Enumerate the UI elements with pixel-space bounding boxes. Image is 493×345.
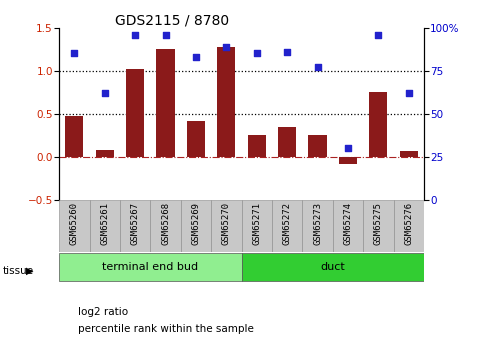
Point (253, 51, 261, 56)
Text: GSM65273: GSM65273 (313, 201, 322, 245)
Text: GSM65274: GSM65274 (344, 201, 352, 245)
Point (344, 146, 352, 151)
Bar (363, 200, 393, 252)
Point (375, 32, 383, 37)
Text: GSM65269: GSM65269 (191, 201, 201, 245)
Bar (65, 116, 83, 157)
Bar (217, 47, 236, 157)
Point (283, 49, 291, 55)
Text: GSM65267: GSM65267 (131, 201, 140, 245)
Text: terminal end bud: terminal end bud (103, 263, 198, 272)
Bar (278, 127, 296, 157)
Text: GSM65272: GSM65272 (282, 201, 292, 245)
Text: GDS2115 / 8780: GDS2115 / 8780 (115, 14, 230, 28)
Text: tissue: tissue (2, 266, 34, 276)
Point (314, 65, 321, 70)
Bar (339, 157, 357, 164)
Bar (181, 200, 211, 252)
Bar (242, 253, 424, 282)
Bar (272, 200, 302, 252)
Text: GSM65270: GSM65270 (222, 201, 231, 245)
Bar (150, 200, 181, 252)
Text: GSM65271: GSM65271 (252, 201, 261, 245)
Bar (156, 49, 175, 157)
Bar (302, 200, 333, 252)
Point (405, 90, 413, 96)
Text: GSM65260: GSM65260 (70, 201, 79, 245)
Text: log2 ratio: log2 ratio (78, 307, 128, 317)
Point (101, 90, 108, 96)
Bar (242, 200, 272, 252)
Text: GSM65276: GSM65276 (404, 201, 413, 245)
Bar (59, 200, 90, 252)
Bar (126, 69, 144, 157)
Text: duct: duct (320, 263, 345, 272)
Bar (59, 253, 242, 282)
Point (70, 51, 78, 56)
Bar (96, 150, 114, 157)
Point (222, 44, 230, 49)
Bar (90, 200, 120, 252)
Bar (120, 200, 150, 252)
Bar (333, 200, 363, 252)
Bar (187, 121, 205, 157)
Text: GSM65275: GSM65275 (374, 201, 383, 245)
Text: GSM65261: GSM65261 (100, 201, 109, 245)
Bar (393, 200, 424, 252)
Point (192, 54, 200, 60)
Point (131, 32, 139, 37)
Text: ▶: ▶ (26, 266, 33, 276)
Text: GSM65268: GSM65268 (161, 201, 170, 245)
Point (162, 32, 170, 37)
Bar (247, 135, 266, 157)
Bar (309, 135, 327, 157)
Bar (400, 151, 418, 157)
Bar (211, 200, 242, 252)
Text: percentile rank within the sample: percentile rank within the sample (78, 325, 254, 334)
Bar (369, 92, 387, 157)
